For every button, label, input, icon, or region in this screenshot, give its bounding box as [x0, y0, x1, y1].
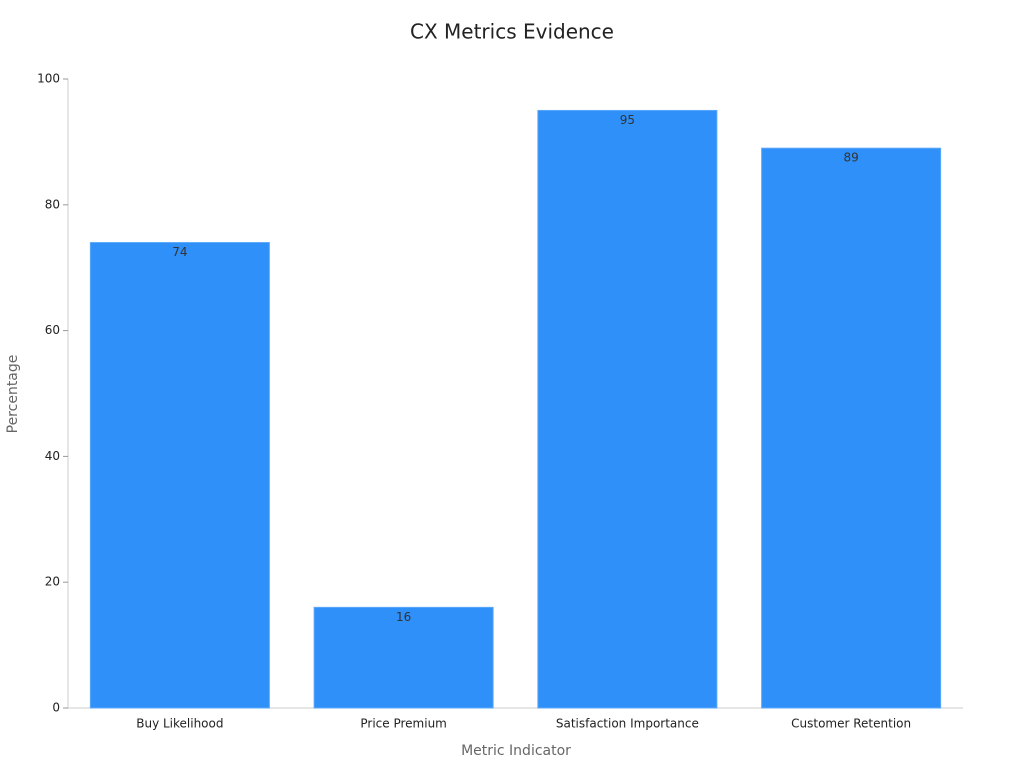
bar	[313, 606, 494, 709]
data-label: 16	[396, 610, 411, 624]
y-tick-label: 60	[45, 323, 60, 337]
y-tick-label: 80	[45, 197, 60, 211]
chart-title: CX Metrics Evidence	[410, 20, 614, 44]
y-tick-label: 40	[45, 449, 60, 463]
x-tick-label: Price Premium	[360, 717, 446, 731]
data-label: 95	[620, 113, 635, 127]
bar	[537, 109, 718, 709]
bar	[89, 242, 270, 709]
x-tick-label: Satisfaction Importance	[556, 717, 699, 731]
y-tick-label: 20	[45, 575, 60, 589]
y-axis-label: Percentage	[5, 355, 21, 434]
y-tick-label: 100	[37, 72, 60, 86]
x-tick-label: Buy Likelihood	[136, 717, 223, 731]
x-axis-label: Metric Indicator	[461, 743, 571, 759]
bar	[761, 147, 942, 709]
x-tick-label: Customer Retention	[791, 717, 911, 731]
data-label: 89	[843, 151, 858, 165]
data-label: 74	[172, 245, 187, 259]
y-tick-label: 0	[52, 701, 60, 715]
